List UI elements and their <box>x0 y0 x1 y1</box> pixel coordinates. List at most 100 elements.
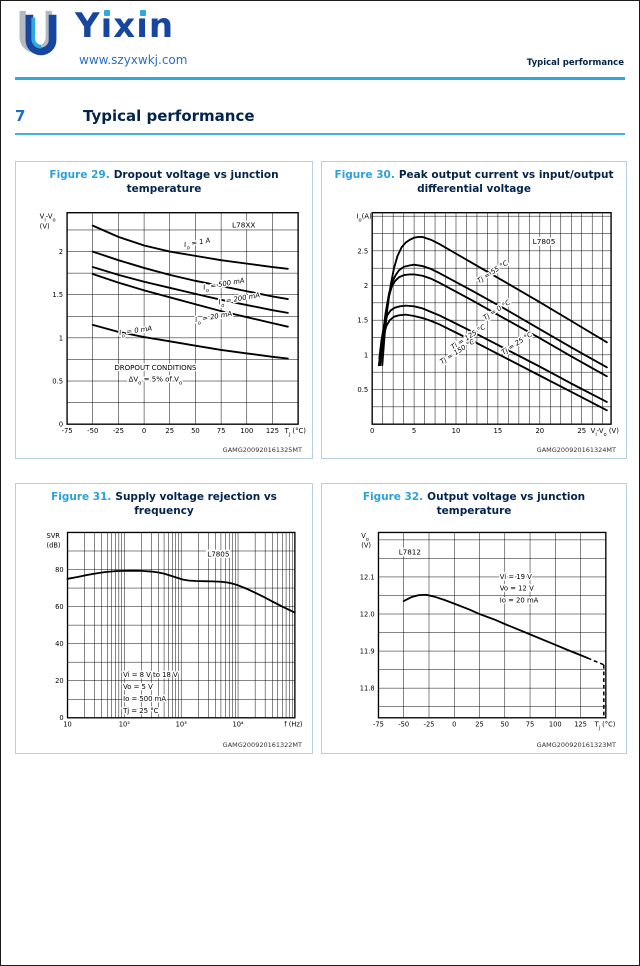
brand-logo-icon <box>19 10 57 56</box>
svg-text:Io(A): Io(A) <box>357 213 373 224</box>
svg-text:Vi-Vo (V): Vi-Vo (V) <box>591 427 620 438</box>
svg-text:2: 2 <box>364 282 368 290</box>
chart-peak-output-current: Tj = 55 °CTj = 0 °CTj = 25 °CTj = 125 °C… <box>357 212 620 438</box>
chart-output-voltage: L7812 Vi = 19 V Vo = 12 V Io = 20 mA -75 -50 -… <box>360 532 616 732</box>
svg-text:Vi = 19 V: Vi = 19 V <box>500 573 532 581</box>
svg-text:2.5: 2.5 <box>357 248 368 256</box>
svg-text:50: 50 <box>191 427 200 435</box>
figure-panel-30: Figure 30. Peak output current vs input/o… <box>321 161 627 459</box>
svg-text:Vo = 12 V: Vo = 12 V <box>500 585 534 593</box>
svg-text:-75: -75 <box>373 721 384 729</box>
svg-text:20: 20 <box>535 427 544 435</box>
figure-caption: Figure 31. Supply voltage rejection vs fr… <box>24 491 304 518</box>
svg-text:Io = 500 mA: Io = 500 mA <box>123 695 166 703</box>
figure-caption: Figure 32. Output voltage vs junction tem… <box>330 491 618 518</box>
svg-text:L7812: L7812 <box>399 548 421 557</box>
header-rule <box>15 77 625 80</box>
svg-text:1.5: 1.5 <box>357 317 368 325</box>
chart-watermark: GAMG200920161322MT <box>222 741 302 749</box>
figure-label: Figure 29. <box>49 169 110 181</box>
svg-text:Vi-Vo: Vi-Vo <box>40 213 56 224</box>
svg-text:-50: -50 <box>87 427 98 435</box>
svg-text:Io = 500 mA: Io = 500 mA <box>203 277 246 295</box>
svg-text:ΔVo = 5% of Vo: ΔVo = 5% of Vo <box>129 375 183 387</box>
svg-text:L7805: L7805 <box>533 237 556 246</box>
figure-title: Output voltage vs junction temperature <box>427 491 586 517</box>
svg-text:2: 2 <box>59 248 63 256</box>
figure-title: Supply voltage rejection vs frequency <box>115 491 277 517</box>
svg-text:DROPOUT CONDITIONS: DROPOUT CONDITIONS <box>114 363 197 372</box>
svg-text:-25: -25 <box>424 721 435 729</box>
svg-text:25: 25 <box>577 427 586 435</box>
svg-text:L7805: L7805 <box>207 550 229 559</box>
svg-text:10⁴: 10⁴ <box>232 721 243 729</box>
svg-text:f (Hz): f (Hz) <box>284 721 303 729</box>
chart-supply-voltage-rejection: L7805 Vi = 8 V to 18 V Vo = 5 V Io = 500 mA… <box>46 532 303 729</box>
svg-text:100: 100 <box>549 721 562 729</box>
svg-text:80: 80 <box>55 566 64 574</box>
svg-text:15: 15 <box>494 427 503 435</box>
figure-panel-31: Figure 31. Supply voltage rejection vs fr… <box>15 483 313 754</box>
section-title: Typical performance <box>83 107 255 125</box>
svg-text:10: 10 <box>63 721 72 729</box>
figure-caption: Figure 30. Peak output current vs input/o… <box>330 169 618 196</box>
svg-text:Vo: Vo <box>361 532 369 543</box>
svg-text:(V): (V) <box>40 223 50 231</box>
svg-text:125: 125 <box>266 427 279 435</box>
svg-text:75: 75 <box>526 721 535 729</box>
svg-text:1: 1 <box>59 335 63 343</box>
brand-i-dot <box>139 10 146 16</box>
svg-text:100: 100 <box>240 427 253 435</box>
svg-text:10²: 10² <box>119 721 130 729</box>
header-doc-title: Typical performance <box>526 58 624 68</box>
svg-text:Vi = 8 V to 18 V: Vi = 8 V to 18 V <box>123 671 178 679</box>
svg-text:0: 0 <box>59 714 63 722</box>
svg-text:Tj = 25 °C: Tj = 25 °C <box>122 707 159 715</box>
svg-text:-75: -75 <box>61 427 72 435</box>
svg-text:-25: -25 <box>113 427 124 435</box>
svg-text:(dB): (dB) <box>46 542 60 550</box>
figure-label: Figure 30. <box>334 169 395 181</box>
figure-grid: Figure 29. Dropout voltage vs junction te… <box>15 161 627 754</box>
svg-text:(V): (V) <box>361 542 371 550</box>
figure-panel-29: Figure 29. Dropout voltage vs junction te… <box>15 161 313 459</box>
svg-text:Io = 20 mA: Io = 20 mA <box>500 597 539 605</box>
brand-i-dot <box>103 10 110 16</box>
svg-text:11.8: 11.8 <box>360 685 375 693</box>
svg-text:Io = 1 A: Io = 1 A <box>183 237 211 252</box>
section-number: 7 <box>15 107 26 125</box>
figure-label: Figure 32. <box>362 491 424 503</box>
svg-text:Tj = 25 °C: Tj = 25 °C <box>500 331 534 357</box>
svg-text:-50: -50 <box>398 721 409 729</box>
svg-text:0: 0 <box>142 427 146 435</box>
svg-text:10: 10 <box>452 427 461 435</box>
brand-name: Yı xı n <box>75 6 175 46</box>
brand-website: www.szyxwkj.com <box>79 53 188 67</box>
svg-text:0.5: 0.5 <box>52 378 63 386</box>
figure-caption: Figure 29. Dropout voltage vs junction te… <box>24 169 304 196</box>
svg-text:60: 60 <box>55 603 64 611</box>
svg-text:10³: 10³ <box>176 721 187 729</box>
svg-text:12.0: 12.0 <box>360 611 375 619</box>
svg-text:0: 0 <box>452 721 456 729</box>
svg-text:25: 25 <box>475 721 484 729</box>
svg-text:Io = 20 mA: Io = 20 mA <box>194 310 233 327</box>
svg-text:25: 25 <box>165 427 174 435</box>
section-rule <box>15 133 625 135</box>
svg-text:12.1: 12.1 <box>360 574 375 582</box>
chart-watermark: GAMG200920161325MT <box>222 446 302 454</box>
svg-text:5: 5 <box>412 427 416 435</box>
svg-text:1.5: 1.5 <box>52 291 63 299</box>
svg-text:20: 20 <box>55 677 64 685</box>
figure-panel-32: Figure 32. Output voltage vs junction tem… <box>321 483 627 754</box>
svg-text:0.5: 0.5 <box>357 386 368 394</box>
figure-label: Figure 31. <box>51 491 112 503</box>
svg-text:0: 0 <box>59 421 63 429</box>
svg-text:75: 75 <box>217 427 226 435</box>
svg-text:Vo = 5 V: Vo = 5 V <box>123 683 153 691</box>
svg-text:L78XX: L78XX <box>232 221 255 230</box>
svg-text:Tj (°C): Tj (°C) <box>284 427 307 438</box>
svg-text:11.9: 11.9 <box>360 648 375 656</box>
svg-text:125: 125 <box>574 721 587 729</box>
